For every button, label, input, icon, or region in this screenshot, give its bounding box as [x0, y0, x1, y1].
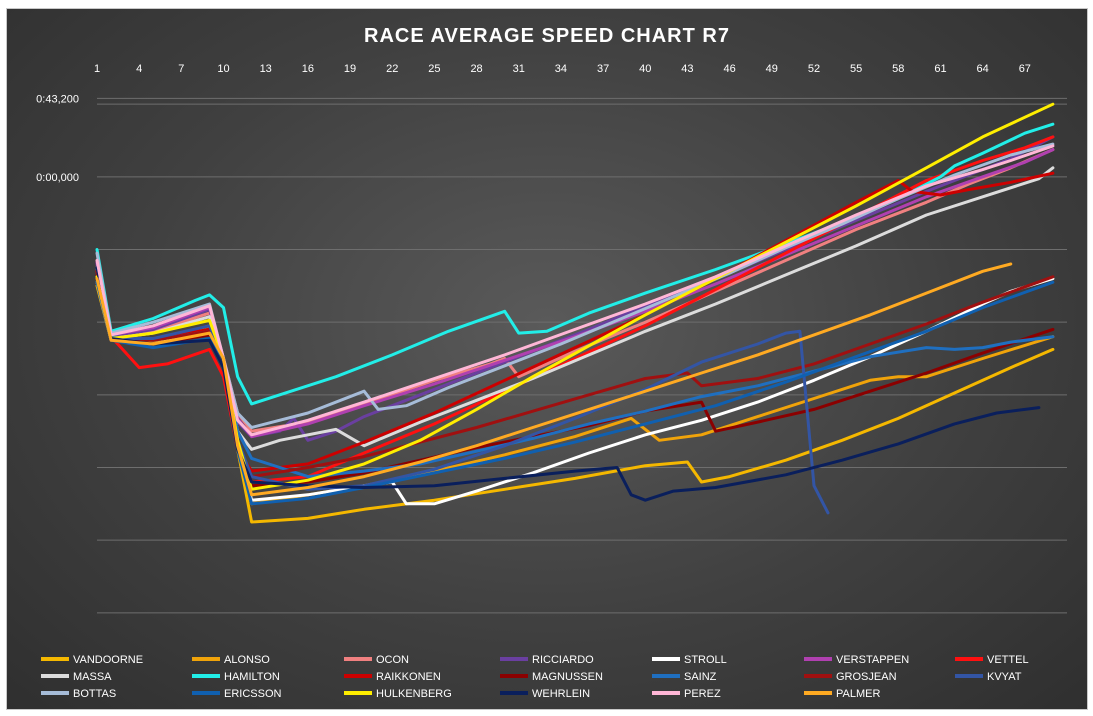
legend-label-vandoorne: VANDOORNE: [73, 654, 143, 666]
x-tick-label: 64: [977, 63, 989, 75]
series-line-ericsson: [95, 280, 1055, 506]
race-average-speed-chart: RACE AVERAGE SPEED CHART R7 1 4 7 10 13 16 19 2…: [36, 25, 1067, 700]
x-tick-label: 46: [723, 63, 735, 75]
x-tick-label: 16: [302, 63, 314, 75]
legend-label-verstappen: VERSTAPPEN: [836, 654, 909, 666]
series-line-kvyat: [95, 266, 830, 515]
legend-label-hulkenberg: HULKENBERG: [376, 688, 452, 700]
x-tick-label: 28: [470, 63, 482, 75]
series-line-vettel: [95, 135, 1055, 484]
x-tick-label: 43: [681, 63, 693, 75]
legend-label-kvyat: KVYAT: [987, 671, 1022, 683]
y-tick-label: 0:43,200: [36, 93, 79, 105]
series-line-hulkenberg: [95, 102, 1055, 491]
x-tick-label: 7: [178, 63, 184, 75]
legend-label-massa: MASSA: [73, 671, 112, 683]
x-tick-label: 40: [639, 63, 651, 75]
legend-label-alonso: ALONSO: [224, 654, 270, 666]
x-tick-label: 49: [766, 63, 778, 75]
series-line-palmer: [95, 262, 1013, 497]
legend-label-grosjean: GROSJEAN: [836, 671, 897, 683]
x-tick-label: 13: [260, 63, 272, 75]
x-tick-label: 22: [386, 63, 398, 75]
x-tick-label: 55: [850, 63, 862, 75]
x-tick-label: 25: [428, 63, 440, 75]
x-tick-label: 52: [808, 63, 820, 75]
x-tick-label: 4: [136, 63, 142, 75]
series-line-wehrlein: [95, 266, 1041, 502]
series-line-hamilton: [95, 122, 1055, 406]
legend-label-vettel: VETTEL: [987, 654, 1029, 666]
chart-title: RACE AVERAGE SPEED CHART R7: [364, 25, 730, 47]
x-tick-label: 37: [597, 63, 609, 75]
chart-area: RACE AVERAGE SPEED CHART R7 1 4 7 10 13 16 19 2…: [6, 8, 1088, 710]
x-tick-label: 1: [94, 63, 100, 75]
legend-label-ocon: OCON: [376, 654, 409, 666]
series-line-perez: [95, 144, 1055, 437]
legend-label-sainz: SAINZ: [684, 671, 717, 683]
x-tick-label: 67: [1019, 63, 1031, 75]
legend-label-stroll: STROLL: [684, 654, 727, 666]
legend-label-palmer: PALMER: [836, 688, 880, 700]
x-tick-label: 61: [934, 63, 946, 75]
legend-label-ericsson: ERICSSON: [224, 688, 282, 700]
x-tick-label: 19: [344, 63, 356, 75]
x-tick-label: 31: [513, 63, 525, 75]
y-tick-label: 0:00,000: [36, 172, 79, 184]
legend-label-hamilton: HAMILTON: [224, 671, 280, 683]
legend-label-magnussen: MAGNUSSEN: [532, 671, 603, 683]
legend-label-bottas: BOTTAS: [73, 688, 116, 700]
legend-label-wehrlein: WEHRLEIN: [532, 688, 590, 700]
legend-label-raikkonen: RAIKKONEN: [376, 671, 441, 683]
x-tick-label: 34: [555, 63, 567, 75]
x-tick-label: 58: [892, 63, 904, 75]
x-tick-label: 10: [217, 63, 229, 75]
legend-label-perez: PEREZ: [684, 688, 721, 700]
series-line-vandoorne: [95, 284, 1055, 524]
legend-label-ricciardo: RICCIARDO: [532, 654, 594, 666]
